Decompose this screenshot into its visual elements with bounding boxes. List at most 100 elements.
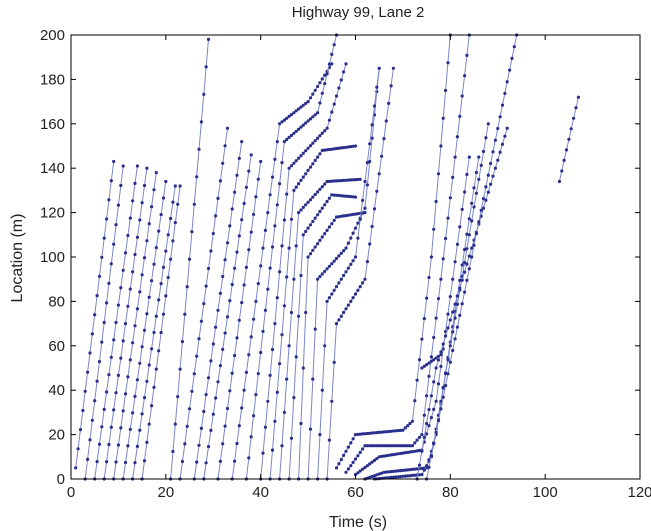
trajectory-point — [266, 399, 270, 403]
trajectory-line — [231, 63, 333, 480]
trajectory-point — [451, 310, 455, 314]
trajectory-point — [152, 188, 156, 192]
trajectory-point — [432, 227, 436, 231]
trajectory-point — [195, 460, 199, 464]
trajectory-point — [327, 264, 331, 268]
trajectory-point — [154, 171, 158, 175]
vehicle-trajectory-19 — [287, 193, 358, 481]
trajectory-point — [233, 266, 237, 270]
trajectory-point — [446, 358, 450, 362]
trajectory-point — [195, 354, 199, 358]
trajectory-point — [432, 442, 436, 446]
trajectory-point — [358, 432, 362, 436]
trajectory-point — [353, 212, 358, 216]
trajectory-point — [218, 291, 222, 295]
trajectory-point — [147, 222, 151, 226]
trajectory-point — [493, 166, 497, 170]
trajectory-point — [370, 224, 374, 229]
trajectory-point — [327, 225, 331, 229]
vehicle-trajectory-15 — [244, 33, 339, 481]
trajectory-point — [377, 444, 381, 448]
trajectory-point — [332, 288, 336, 292]
trajectory-point — [325, 299, 329, 303]
trajectory-point — [157, 349, 161, 353]
trajectory-point — [121, 268, 125, 272]
trajectory-point — [396, 444, 400, 448]
y-tick-label: 20 — [48, 427, 65, 444]
trajectory-point — [225, 126, 230, 130]
axes: 0 20 40 60 80 100 120 0 20 40 60 80 100 120 140 160 180 2… — [40, 27, 651, 501]
trajectory-point — [169, 257, 173, 261]
trajectory-point — [365, 444, 369, 448]
trajectory-point — [152, 330, 156, 335]
trajectory-point — [254, 393, 258, 397]
trajectory-point — [285, 377, 289, 381]
trajectory-line — [326, 68, 394, 480]
trajectory-point — [297, 211, 301, 215]
trajectory-point — [273, 157, 277, 161]
trajectory-point — [434, 366, 438, 370]
trajectory-point — [197, 147, 201, 151]
trajectory-point — [282, 304, 286, 308]
trajectory-point — [327, 438, 331, 442]
x-tick-label: 60 — [347, 484, 364, 501]
trajectory-point — [337, 179, 341, 183]
trajectory-point — [154, 246, 158, 250]
trajectory-point — [401, 474, 405, 478]
y-tick-label: 0 — [57, 471, 65, 488]
trajectory-point — [301, 151, 305, 155]
trajectory-point — [133, 181, 137, 185]
trajectory-point — [140, 345, 144, 349]
trajectory-point — [368, 242, 372, 246]
trajectory-line — [317, 68, 380, 480]
trajectory-point — [204, 393, 208, 397]
x-tick-label: 80 — [442, 484, 459, 501]
trajectory-line — [298, 212, 366, 480]
trajectory-point — [422, 364, 426, 368]
trajectory-point — [209, 428, 213, 432]
trajectory-line — [307, 68, 380, 480]
trajectory-point — [361, 198, 365, 202]
trajectory-point — [235, 336, 239, 340]
trajectory-point — [413, 441, 417, 445]
trajectory-point — [316, 242, 320, 246]
trajectory-point — [370, 460, 374, 464]
vehicle-trajectory-29 — [415, 126, 509, 481]
trajectory-point — [342, 146, 346, 150]
trajectory-point — [157, 298, 161, 302]
trajectory-point — [280, 161, 284, 165]
trajectory-point — [242, 283, 246, 287]
trajectory-point — [164, 249, 168, 253]
trajectory-point — [308, 252, 313, 256]
trajectory-point — [159, 330, 163, 335]
trajectory-point — [259, 264, 263, 268]
trajectory-point — [394, 429, 398, 433]
trajectory-point — [297, 314, 301, 318]
trajectory-point — [285, 137, 289, 142]
trajectory-point — [330, 399, 334, 403]
trajectory-point — [112, 338, 116, 342]
trajectory-point — [372, 431, 377, 435]
trajectory-point — [342, 310, 346, 315]
trajectory-point — [368, 444, 372, 448]
x-tick-label: 20 — [157, 484, 174, 501]
trajectory-point — [339, 458, 343, 462]
trajectory-point — [432, 407, 436, 411]
trajectory-point — [377, 172, 381, 176]
trajectory-point — [252, 212, 256, 216]
trajectory-point — [436, 382, 441, 386]
trajectory-point — [128, 216, 132, 220]
trajectory-point — [142, 328, 147, 332]
trajectory-point — [161, 312, 166, 316]
trajectory-point — [135, 235, 139, 239]
trajectory-point — [463, 74, 467, 78]
trajectory-point — [133, 461, 137, 465]
trajectory-point — [263, 308, 267, 312]
trajectory-point — [474, 232, 478, 236]
trajectory-point — [270, 347, 275, 352]
trajectory-point — [256, 177, 260, 181]
trajectory-point — [346, 194, 350, 198]
trajectory-point — [183, 442, 187, 446]
trajectory-point — [320, 131, 324, 135]
trajectory-point — [327, 296, 331, 300]
